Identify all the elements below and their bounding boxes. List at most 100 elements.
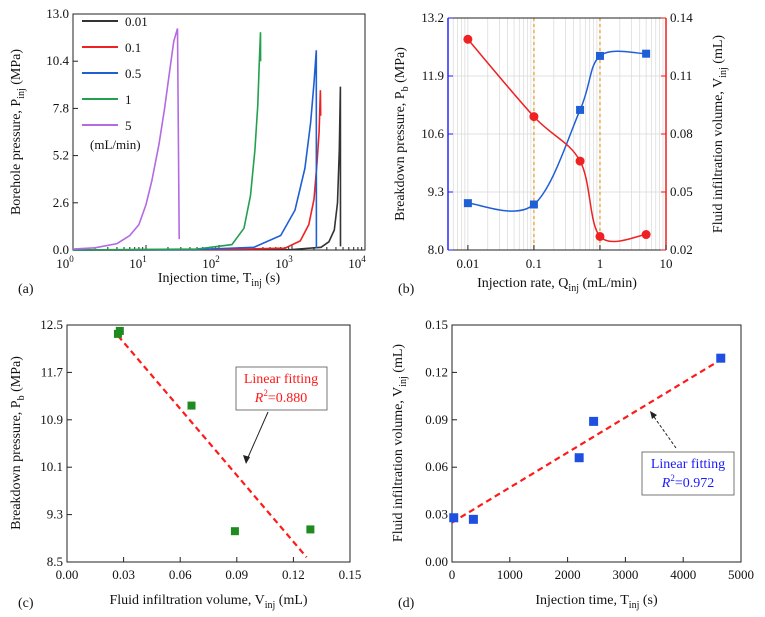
x-tick-label: 102: [202, 254, 220, 271]
y-tick-label: 9.3: [47, 507, 63, 522]
marker-square: [463, 199, 472, 208]
x-tick-label: 0.12: [282, 567, 305, 582]
x-axis-label: Injection time, Tinj (s): [158, 271, 281, 289]
marker-square: [576, 105, 585, 114]
x-tick-label: 0.1: [526, 256, 542, 271]
annotation-arrowhead: [650, 411, 657, 419]
y-tick-label: 0.03: [425, 507, 448, 522]
panel-label-c: (c): [18, 596, 34, 611]
x-tick-label: 100: [56, 254, 74, 271]
y-axis-label: Borehole pressure, Pinj (MPa): [9, 49, 27, 215]
marker-circle: [595, 231, 605, 241]
marker-square: [642, 49, 651, 58]
data-point: [468, 514, 478, 524]
plot-frame: [451, 324, 742, 563]
annotation-r2: R2=0.880: [254, 388, 307, 406]
y2-tick-label: 0.08: [670, 126, 693, 141]
panel-b: 0.01 0.1 1 108.09.310.611.913.20.020.050.08…: [393, 10, 729, 297]
y-tick-label: 11.9: [422, 68, 444, 83]
annotation-arrow: [245, 411, 269, 463]
annotation-arrow: [651, 413, 677, 449]
annotation-title: Linear fitting: [244, 372, 318, 387]
y-tick-label: 5.2: [53, 148, 69, 163]
y-tick-label: 0.06: [425, 459, 448, 474]
annotation-box: [641, 451, 735, 496]
x-tick-label: 0.15: [339, 567, 362, 582]
y-tick-label: 8.5: [47, 554, 63, 569]
fit-line: [117, 334, 308, 558]
y-tick-label: 0.09: [425, 412, 448, 427]
annotation-box: [235, 366, 328, 411]
legend-label-0.01: 0.01: [125, 14, 148, 29]
series-line-5: [72, 28, 180, 250]
series-curve-right: [467, 38, 647, 243]
y-tick-label: 10.9: [40, 412, 63, 427]
data-point: [449, 513, 459, 523]
legend-unit: (mL/min): [90, 137, 141, 152]
y-tick-label: 11.7: [41, 364, 64, 379]
y-tick-label: 9.3: [428, 184, 444, 199]
x-tick-label: 104: [348, 254, 366, 271]
data-point: [115, 326, 124, 335]
x-tick-label: 1000: [497, 567, 523, 582]
y-axis-label: Breakdown pressure, Pb (MPa): [9, 356, 27, 530]
marker-square: [529, 200, 538, 209]
series-line-0.1: [72, 90, 322, 251]
data-point: [306, 525, 315, 534]
y-tick-label: 2.6: [53, 195, 70, 210]
x-tick-label: 0.00: [56, 567, 79, 582]
x-tick-label: 101: [129, 254, 147, 271]
legend-label-0.1: 0.1: [125, 40, 141, 55]
x-tick-label: 0.03: [112, 567, 135, 582]
fit-line: [451, 358, 722, 524]
x-tick-label: 10: [660, 256, 673, 271]
y2-axis-label: Fluid infiltration volume, Vinj (mL): [711, 35, 729, 233]
marker-circle: [641, 230, 651, 240]
y-tick-label: 13.2: [421, 10, 444, 25]
series-line-0.5: [72, 50, 318, 251]
y-tick-label: 13.0: [46, 6, 69, 21]
x-axis-label: Fluid infiltration volume, Vinj (mL): [109, 593, 307, 611]
panel-label-a: (a): [18, 282, 34, 297]
marker-circle: [575, 156, 585, 166]
marker-circle: [463, 34, 473, 44]
y2-tick-label: 0.02: [670, 242, 693, 257]
x-tick-label: 5000: [728, 567, 754, 582]
x-axis-label: Injection rate, Qinj (mL/min): [477, 276, 637, 294]
y2-tick-label: 0.14: [670, 10, 693, 25]
y-axis-label: Breakdown pressure, Pb (MPa): [393, 47, 411, 221]
y-axis-label: Fluid infiltration volume, Vinj (mL): [391, 344, 409, 542]
y-tick-label: 0.15: [425, 317, 448, 332]
y-tick-label: 10.4: [46, 53, 69, 68]
annotation-arrowhead: [243, 455, 250, 464]
x-tick-label: 2000: [555, 567, 581, 582]
annotation-title: Linear fitting: [651, 457, 725, 472]
data-point: [187, 401, 196, 410]
marker-circle: [529, 112, 539, 122]
data-point: [716, 353, 726, 363]
x-axis-label: Injection time, Tinj (s): [535, 593, 658, 611]
legend-label-1: 1: [125, 92, 132, 107]
x-tick-label: 4000: [670, 567, 696, 582]
x-tick-label: 0.01: [457, 256, 480, 271]
data-point: [574, 453, 584, 463]
marker-square: [595, 51, 604, 60]
y-tick-label: 8.0: [428, 242, 444, 257]
panel-d: 0 1000 2000 3000 4000 5000 0.00 0.03 0.06 0.09 0.1…: [391, 317, 754, 611]
plot-frame: [66, 324, 351, 563]
y-tick-label: 0.0: [53, 242, 69, 257]
legend-label-5: 5: [125, 118, 132, 133]
panel-label-b: (b): [398, 282, 415, 297]
y-tick-label: 10.6: [421, 126, 444, 141]
plot-frame: [72, 13, 366, 251]
y-tick-label: 12.5: [40, 317, 63, 332]
series-line-0.01: [72, 86, 342, 251]
legend-label-0.5: 0.5: [125, 66, 141, 81]
y-tick-label: 10.1: [40, 459, 63, 474]
y-tick-label: 0.12: [425, 364, 448, 379]
panel-a: 100 101 102 103 104 0.0 2.6 5.2 7.8 10.4 13.0 0.01 0…: [9, 6, 366, 297]
x-tick-label: 3000: [612, 567, 638, 582]
data-point: [230, 527, 239, 536]
series-curve-left: [467, 50, 647, 212]
